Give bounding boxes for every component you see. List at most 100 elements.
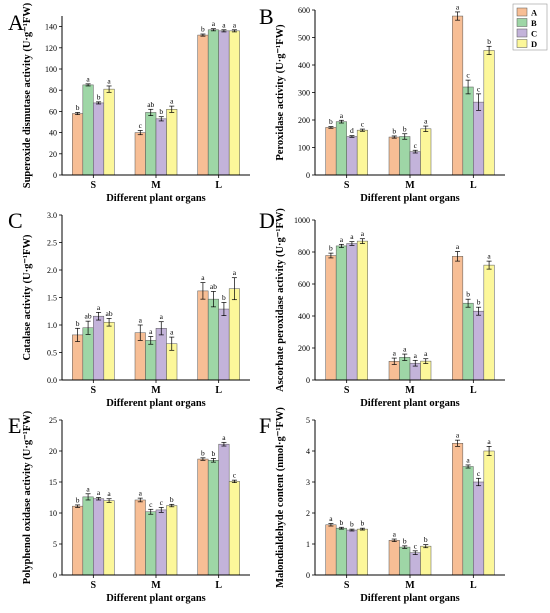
legend-label: A xyxy=(531,8,538,18)
significance-label: a xyxy=(107,489,111,498)
bar xyxy=(473,310,485,381)
x-axis-title: Different plant organs xyxy=(360,398,460,409)
significance-label: a xyxy=(170,97,174,106)
bar xyxy=(93,315,105,381)
bar xyxy=(452,443,464,576)
y-tick-label: 1000 xyxy=(294,216,310,225)
significance-label: c xyxy=(477,84,481,93)
significance-label: a xyxy=(201,273,205,282)
significance-label: b xyxy=(159,107,163,116)
significance-label: ab xyxy=(210,282,217,291)
bar xyxy=(483,264,495,381)
significance-label: a xyxy=(456,431,460,440)
significance-label: b xyxy=(97,92,101,101)
bar xyxy=(197,290,209,381)
significance-label: a xyxy=(149,327,153,336)
bar xyxy=(409,151,421,176)
significance-label: c xyxy=(361,120,365,129)
bar xyxy=(462,302,474,381)
y-tick-label: 0 xyxy=(306,571,310,580)
chart-panel-f: F Malondialdehyde content (nmol·g⁻¹FW) Dif… xyxy=(259,407,505,604)
bar xyxy=(197,458,209,576)
y-tick-label: 1.0 xyxy=(47,321,57,330)
y-tick-label: 3.0 xyxy=(47,211,57,220)
bar xyxy=(155,328,167,381)
significance-label: b xyxy=(212,449,216,458)
significance-label: a xyxy=(86,484,90,493)
y-axis-title: Catalase activity (U·g⁻¹FW) xyxy=(22,234,33,360)
x-tick-label: S xyxy=(91,385,97,396)
y-tick-label: 60 xyxy=(49,107,57,116)
x-tick-label: M xyxy=(405,180,415,191)
panel-letter: B xyxy=(259,4,274,29)
x-tick-label: M xyxy=(151,180,161,191)
y-tick-label: 25 xyxy=(49,416,57,425)
bar xyxy=(452,256,464,381)
bar xyxy=(218,443,230,576)
significance-label: b xyxy=(487,37,491,46)
bar xyxy=(473,481,485,576)
x-axis-title: Different plant organs xyxy=(106,398,206,409)
significance-label: a xyxy=(361,229,365,238)
significance-label: b xyxy=(403,124,407,133)
y-tick-label: 100 xyxy=(45,65,57,74)
significance-label: a xyxy=(414,351,418,360)
x-axis-title: Different plant organs xyxy=(106,593,206,604)
significance-label: a xyxy=(212,19,216,28)
y-tick-label: 200 xyxy=(298,344,310,353)
bar xyxy=(388,136,400,176)
significance-label: a xyxy=(222,433,226,442)
significance-label: a xyxy=(329,514,333,523)
legend-label: C xyxy=(531,29,537,39)
y-axis-title: Polyphenol oxidase activity (U·g⁻¹FW) xyxy=(22,410,33,584)
x-tick-label: S xyxy=(344,180,350,191)
bar xyxy=(155,509,167,576)
significance-label: b xyxy=(201,25,205,34)
bar xyxy=(145,340,157,381)
bar xyxy=(325,127,337,176)
y-tick-label: 0 xyxy=(53,171,57,180)
y-tick-label: 5 xyxy=(53,540,57,549)
x-tick-label: L xyxy=(470,385,477,396)
y-tick-label: 1 xyxy=(306,540,310,549)
bar xyxy=(356,240,368,381)
y-tick-label: 400 xyxy=(298,61,310,70)
bar xyxy=(82,496,94,576)
x-tick-label: L xyxy=(215,180,222,191)
x-tick-label: S xyxy=(344,580,350,591)
x-tick-label: L xyxy=(470,180,477,191)
bar xyxy=(462,466,474,576)
significance-label: a xyxy=(340,235,344,244)
significance-label: a xyxy=(340,111,344,120)
bar xyxy=(335,121,347,176)
bar xyxy=(197,34,209,176)
chart-panel-e: E Polyphenol oxidase activity (U·g⁻¹FW) Di… xyxy=(8,410,250,604)
bar xyxy=(420,360,432,381)
bar xyxy=(207,460,219,576)
y-tick-label: 5 xyxy=(306,416,310,425)
significance-label: b xyxy=(466,290,470,299)
x-tick-label: L xyxy=(470,580,477,591)
bar xyxy=(103,322,115,381)
significance-label: c xyxy=(414,541,418,550)
significance-label: a xyxy=(456,2,460,11)
x-tick-label: M xyxy=(151,580,161,591)
bar xyxy=(218,30,230,176)
panel-letter: E xyxy=(8,413,21,438)
y-axis-title: Ascorbate peroxidase activity (U·g⁻¹FW) xyxy=(275,208,286,392)
significance-label: c xyxy=(233,471,237,480)
x-tick-label: L xyxy=(215,580,222,591)
y-tick-label: 0 xyxy=(53,571,57,580)
chart-panel-d: D Ascorbate peroxidase activity (U·g⁻¹FW)… xyxy=(259,208,505,409)
significance-label: a xyxy=(350,232,354,241)
bar xyxy=(483,50,495,176)
panel-letter: F xyxy=(259,413,271,438)
y-tick-label: 80 xyxy=(49,86,57,95)
bar xyxy=(356,528,368,576)
bar xyxy=(409,552,421,576)
y-tick-label: 800 xyxy=(298,248,310,257)
x-tick-label: S xyxy=(344,385,350,396)
significance-label: a xyxy=(97,303,101,312)
bar xyxy=(82,327,94,381)
